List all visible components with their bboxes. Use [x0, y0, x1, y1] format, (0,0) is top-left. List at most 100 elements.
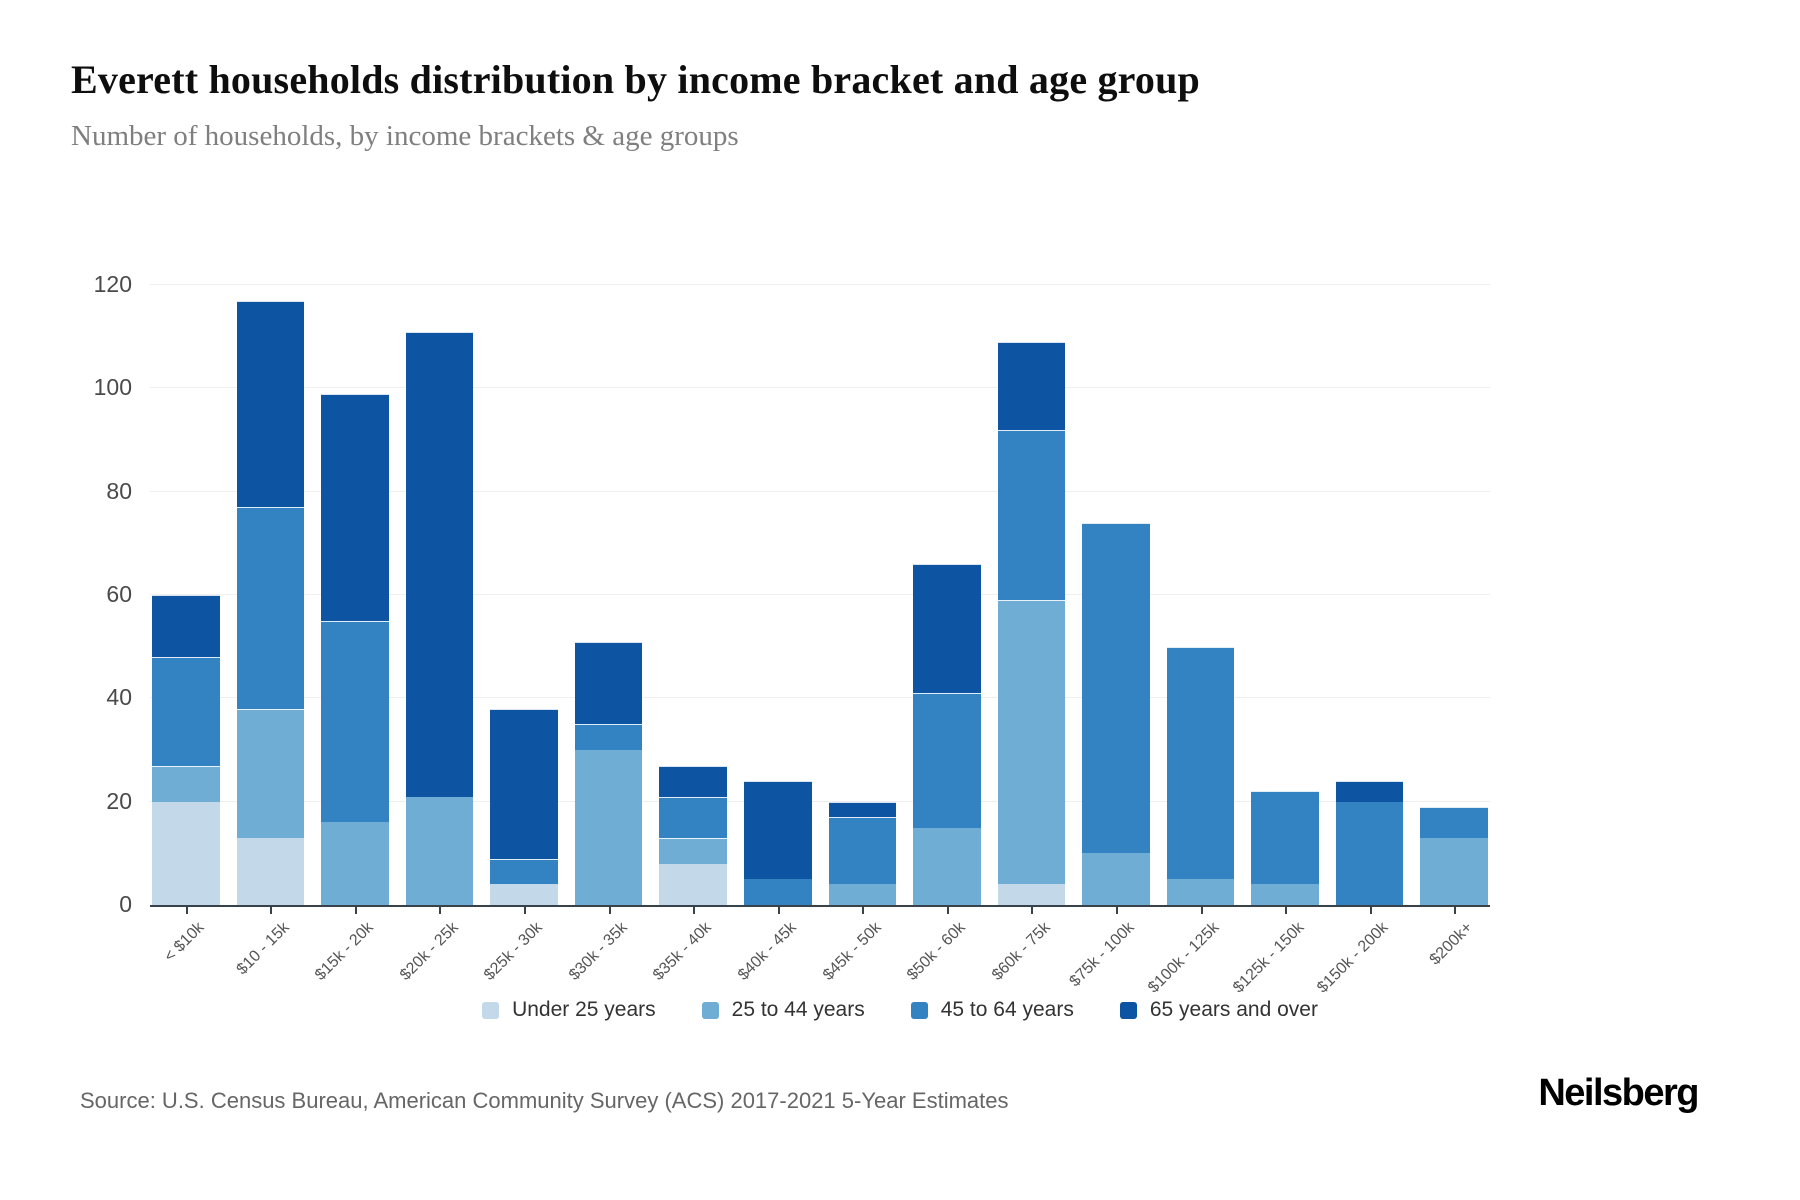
bar-segment[interactable]	[152, 801, 220, 905]
bar-segment[interactable]	[574, 724, 643, 750]
bar-segment[interactable]	[152, 595, 220, 658]
x-axis-tick-label: $50k - 60k	[904, 919, 969, 984]
x-axis-tick	[946, 907, 949, 914]
x-axis-tick-label: $200k+	[1426, 919, 1477, 969]
stacked-bar-chart: 0 20 40 60 80 100 120 < $10k $10 - 15k $15k - 20…	[94, 271, 1490, 996]
y-axis-tick-label: 0	[119, 891, 132, 917]
y-axis-tick-label: 100	[93, 374, 132, 401]
bar-segment[interactable]	[490, 884, 558, 905]
x-axis-tick	[1200, 907, 1203, 914]
bar-segment[interactable]	[236, 837, 305, 905]
bar-$150k - 200k: $150k - 200k	[1314, 285, 1404, 996]
bar-segment[interactable]	[405, 796, 474, 905]
bar-segment[interactable]	[913, 693, 981, 828]
legend-swatch-icon	[482, 1001, 500, 1019]
x-axis-tick	[862, 907, 865, 914]
x-axis-tick-label: $30k - 35k	[565, 919, 631, 984]
bar-segment[interactable]	[490, 858, 558, 885]
x-axis-tick-label: $100k - 125k	[1145, 919, 1223, 997]
bar-segment[interactable]	[997, 884, 1066, 905]
bar-segment[interactable]	[152, 657, 220, 766]
x-axis-tick	[1285, 907, 1288, 914]
bar-segment[interactable]	[321, 393, 389, 621]
x-axis-tick	[354, 907, 357, 914]
bar-$25k - 30k: $25k - 30k	[481, 285, 558, 984]
y-axis-tick-label: 60	[106, 581, 132, 607]
x-axis-tick-label: $35k - 40k	[650, 919, 716, 984]
legend-swatch-icon	[701, 1001, 719, 1019]
bar-segment[interactable]	[236, 708, 305, 838]
bar-segment[interactable]	[574, 750, 643, 905]
x-axis-tick	[1115, 907, 1118, 914]
bar-segment[interactable]	[997, 429, 1066, 601]
gridline	[150, 800, 1490, 802]
legend-item[interactable]: 65 years and over	[1119, 998, 1318, 1022]
y-axis-tick-label: 40	[106, 684, 132, 711]
x-axis-tick	[1031, 907, 1034, 914]
bar-$200k+: $200k+	[1420, 285, 1488, 968]
bar-segment[interactable]	[152, 765, 220, 802]
bar-segment[interactable]	[1082, 522, 1150, 854]
bar-$15k - 20k: $15k - 20k	[312, 285, 389, 984]
legend-item[interactable]: 25 to 44 years	[701, 998, 865, 1022]
bar-segment[interactable]	[743, 781, 812, 880]
bar-segment[interactable]	[1166, 646, 1235, 880]
x-axis-tick-label: $15k - 20k	[312, 919, 377, 984]
bar-segment[interactable]	[828, 817, 897, 885]
chart-legend: Under 25 years 25 to 44 years 45 to 64 yea…	[0, 998, 1800, 1022]
y-axis-tick-label: 80	[106, 477, 132, 504]
bar-segment[interactable]	[828, 801, 897, 818]
x-axis-tick-label: $20k - 25k	[396, 919, 462, 984]
bar-segment[interactable]	[490, 708, 558, 859]
bar-segment[interactable]	[236, 507, 305, 709]
bar-$35k - 40k: $35k - 40k	[650, 285, 727, 984]
bar-segment[interactable]	[913, 827, 981, 905]
bar-segment[interactable]	[743, 879, 812, 905]
bar-segment[interactable]	[1251, 791, 1319, 885]
gridline	[150, 284, 1490, 285]
x-axis-tick-label: $40k - 45k	[734, 919, 800, 984]
bar-segment[interactable]	[236, 300, 305, 508]
bar-segment[interactable]	[321, 620, 389, 823]
bar-segment[interactable]	[1335, 781, 1404, 802]
legend-label: 65 years and over	[1149, 998, 1318, 1021]
bar-segment[interactable]	[1420, 837, 1488, 905]
bar-$20k - 25k: $20k - 25k	[397, 285, 474, 984]
bar-$75k - 100k: $75k - 100k	[1067, 285, 1150, 990]
page-title: Everett households distribution by incom…	[71, 57, 1201, 102]
bar-segment[interactable]	[1166, 879, 1235, 905]
bar-segment[interactable]	[659, 796, 727, 838]
bar-segment[interactable]	[659, 863, 727, 905]
legend-item[interactable]: Under 25 years	[482, 998, 656, 1022]
bar-segment[interactable]	[1251, 884, 1319, 905]
bar-segment[interactable]	[913, 564, 981, 694]
bar-$60k - 75k: $60k - 75k	[989, 285, 1066, 984]
bar-segment[interactable]	[405, 331, 474, 797]
bar-segment[interactable]	[321, 822, 389, 905]
bar-segment[interactable]	[1335, 801, 1404, 905]
legend-label: Under 25 years	[512, 998, 656, 1021]
bar-$45k - 50k: $45k - 50k	[819, 285, 897, 984]
x-axis-tick	[693, 907, 696, 914]
legend-item[interactable]: 45 to 64 years	[910, 998, 1074, 1022]
bar-segment[interactable]	[1420, 806, 1488, 838]
bar-segment[interactable]	[997, 600, 1066, 885]
bar-segment[interactable]	[997, 341, 1066, 430]
bar-segment[interactable]	[828, 884, 897, 905]
y-axis-tick-label: 120	[93, 271, 132, 297]
x-axis-tick	[1369, 907, 1372, 914]
bar-segment[interactable]	[1082, 853, 1150, 905]
gridline	[150, 594, 1490, 595]
bar-segment[interactable]	[659, 837, 727, 864]
bar-$50k - 60k: $50k - 60k	[904, 285, 981, 984]
x-axis-tick-label: $10 - 15k	[233, 919, 293, 979]
page-subtitle: Number of households, by income brackets…	[71, 120, 739, 152]
x-axis-tick-label: $125k - 150k	[1229, 919, 1308, 997]
gridline	[150, 387, 1490, 389]
y-axis-tick-label: 20	[106, 787, 132, 814]
x-axis-tick-label: $45k - 50k	[819, 919, 885, 984]
legend-label: 25 to 44 years	[731, 998, 865, 1021]
bar-segment[interactable]	[659, 765, 727, 797]
x-axis-tick	[777, 907, 780, 914]
bar-segment[interactable]	[574, 641, 643, 725]
